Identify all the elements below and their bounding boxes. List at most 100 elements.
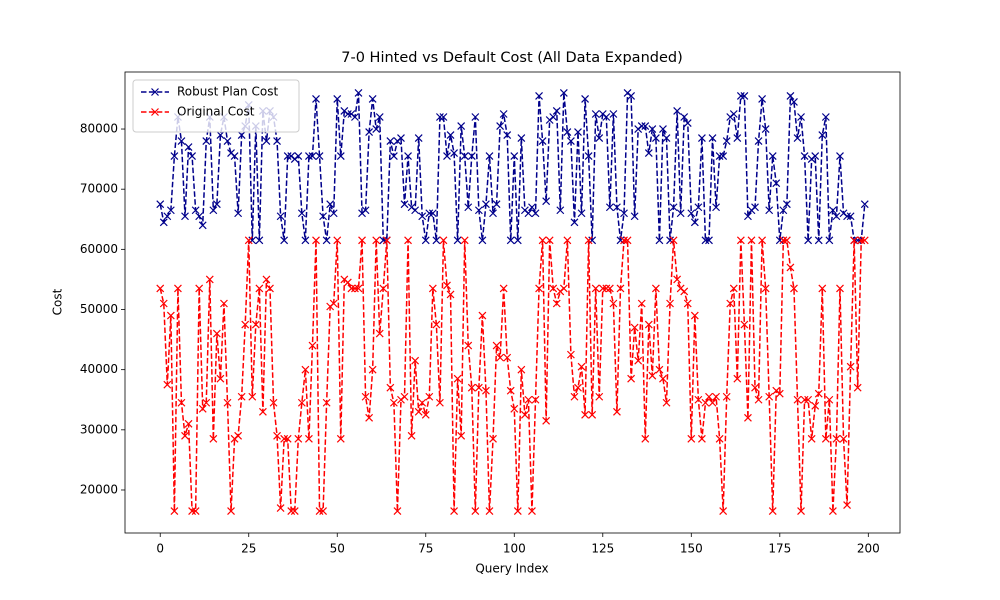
- point-marker: [244, 236, 253, 245]
- point-marker: [280, 236, 289, 245]
- point-marker: [786, 92, 795, 100]
- point-marker: [740, 320, 749, 329]
- point-marker: [453, 236, 462, 245]
- point-marker: [471, 507, 480, 515]
- point-marker: [485, 507, 494, 515]
- point-marker: [581, 410, 590, 419]
- point-marker: [662, 398, 671, 407]
- point-marker: [754, 137, 763, 145]
- point-marker: [793, 134, 802, 142]
- point-marker: [305, 152, 313, 161]
- point-marker: [184, 143, 193, 152]
- point-marker: [627, 92, 636, 100]
- point-marker: [343, 110, 352, 118]
- point-marker: [209, 434, 218, 443]
- point-marker: [184, 419, 193, 428]
- point-marker: [751, 203, 759, 212]
- point-marker: [765, 392, 774, 401]
- point-marker: [683, 299, 692, 308]
- point-marker: [411, 356, 420, 365]
- point-marker: [620, 236, 628, 245]
- point-marker: [694, 203, 703, 212]
- point-marker: [641, 122, 650, 130]
- point-marker: [683, 119, 692, 127]
- point-marker: [566, 137, 575, 145]
- point-marker: [588, 410, 597, 419]
- point-marker: [294, 152, 303, 161]
- point-marker: [333, 236, 342, 245]
- point-marker: [786, 263, 795, 272]
- point-marker: [559, 284, 568, 293]
- point-marker: [446, 290, 455, 299]
- point-marker: [212, 329, 221, 338]
- point-marker: [202, 137, 211, 145]
- point-marker: [414, 134, 423, 142]
- point-marker: [237, 131, 246, 139]
- point-marker: [775, 389, 784, 398]
- point-marker: [198, 221, 207, 230]
- point-marker: [669, 203, 678, 212]
- point-marker: [506, 236, 515, 245]
- point-marker: [839, 434, 848, 443]
- point-marker: [821, 113, 830, 121]
- point-marker: [365, 413, 374, 422]
- point-marker: [761, 284, 770, 293]
- point-marker: [814, 389, 823, 398]
- point-marker: [623, 236, 632, 245]
- point-marker: [828, 507, 837, 515]
- x-tick-label: 100: [503, 542, 526, 556]
- point-marker: [273, 431, 281, 440]
- point-marker: [517, 365, 526, 374]
- point-marker: [418, 212, 427, 221]
- point-marker: [637, 299, 646, 308]
- point-marker: [843, 212, 851, 221]
- point-marker: [297, 209, 306, 218]
- point-marker: [726, 299, 735, 308]
- point-marker: [687, 434, 696, 443]
- point-marker: [715, 152, 724, 161]
- point-marker: [836, 284, 844, 293]
- point-marker: [510, 152, 519, 161]
- point-marker: [489, 434, 497, 443]
- point-marker: [860, 200, 869, 209]
- point-marker: [255, 236, 264, 245]
- point-marker: [450, 507, 459, 515]
- x-tick-label: 25: [241, 542, 256, 556]
- point-marker: [492, 200, 501, 209]
- point-marker: [237, 392, 246, 401]
- point-marker: [832, 434, 841, 443]
- point-marker: [782, 200, 791, 209]
- point-marker: [248, 392, 257, 401]
- point-marker: [768, 507, 777, 515]
- point-marker: [680, 113, 689, 121]
- point-marker: [347, 284, 356, 293]
- point-marker: [535, 284, 543, 293]
- point-marker: [389, 152, 398, 161]
- point-marker: [170, 152, 179, 161]
- point-marker: [305, 434, 313, 443]
- point-marker: [644, 149, 653, 158]
- series-line: [159, 91, 866, 242]
- point-marker: [467, 152, 476, 161]
- point-marker: [290, 507, 299, 515]
- point-marker: [807, 434, 816, 443]
- point-marker: [474, 206, 483, 215]
- point-marker: [602, 284, 611, 293]
- point-marker: [216, 374, 225, 383]
- point-marker: [538, 236, 547, 245]
- point-marker: [517, 134, 526, 142]
- point-marker: [644, 320, 653, 329]
- point-marker: [450, 149, 459, 158]
- point-marker: [163, 212, 172, 221]
- point-marker: [673, 107, 682, 115]
- point-marker: [754, 395, 763, 404]
- point-marker: [333, 95, 342, 103]
- point-marker: [457, 431, 466, 440]
- point-marker: [425, 209, 434, 218]
- point-marker: [457, 122, 466, 130]
- point-marker: [648, 371, 657, 380]
- point-marker: [205, 275, 214, 284]
- point-marker: [248, 236, 257, 245]
- point-marker: [464, 203, 473, 212]
- point-marker: [609, 299, 618, 308]
